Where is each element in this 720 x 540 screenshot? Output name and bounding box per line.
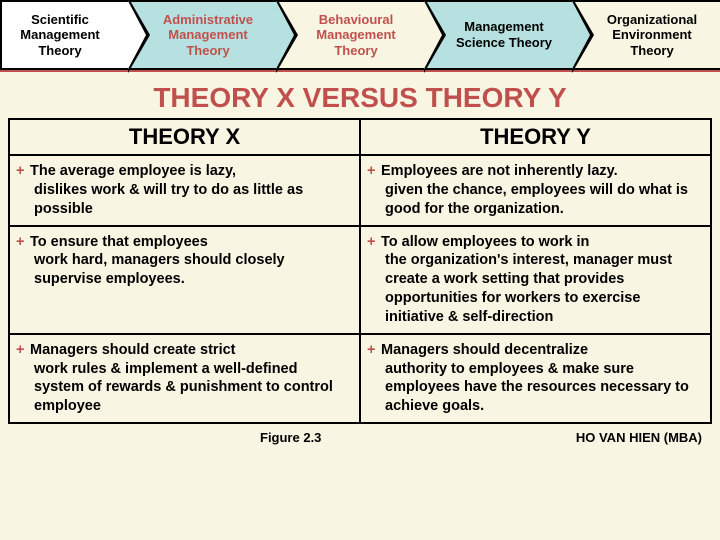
chevron-label: Organizational Environment Theory xyxy=(602,12,702,59)
chevron-label: Scientific Management Theory xyxy=(10,12,110,59)
cell-x: +Managers should create strict work rule… xyxy=(9,334,360,423)
chevron-label: Administrative Management Theory xyxy=(158,12,258,59)
author-label: HO VAN HIEN (MBA) xyxy=(576,430,702,445)
chevron-item: Scientific Management Theory xyxy=(0,0,128,70)
cell-y: +Employees are not inherently lazy. give… xyxy=(360,155,711,226)
bullet-icon: + xyxy=(367,233,381,252)
cell-y: +Managers should decentralize authority … xyxy=(360,334,711,423)
comparison-table: THEORY X THEORY Y +The average employee … xyxy=(8,118,712,424)
chevron-nav: Scientific Management Theory Administrat… xyxy=(0,0,720,72)
page-title: THEORY X VERSUS THEORY Y xyxy=(0,72,720,118)
figure-label: Figure 2.3 xyxy=(260,430,321,445)
cell-x: +The average employee is lazy, dislikes … xyxy=(9,155,360,226)
bullet-icon: + xyxy=(367,162,381,181)
bullet-icon: + xyxy=(367,341,381,360)
header-x: THEORY X xyxy=(9,119,360,155)
chevron-item: Management Science Theory xyxy=(424,0,572,70)
chevron-label: Behavioural Management Theory xyxy=(306,12,406,59)
chevron-label: Management Science Theory xyxy=(454,19,554,50)
bullet-icon: + xyxy=(16,233,30,252)
bullet-icon: + xyxy=(16,162,30,181)
footer: Figure 2.3 HO VAN HIEN (MBA) xyxy=(0,424,720,445)
chevron-item: Administrative Management Theory xyxy=(128,0,276,70)
header-y: THEORY Y xyxy=(360,119,711,155)
bullet-icon: + xyxy=(16,341,30,360)
chevron-item: Behavioural Management Theory xyxy=(276,0,424,70)
chevron-item: Organizational Environment Theory xyxy=(572,0,720,70)
cell-y: +To allow employees to work in the organ… xyxy=(360,226,711,334)
cell-x: +To ensure that employees work hard, man… xyxy=(9,226,360,334)
